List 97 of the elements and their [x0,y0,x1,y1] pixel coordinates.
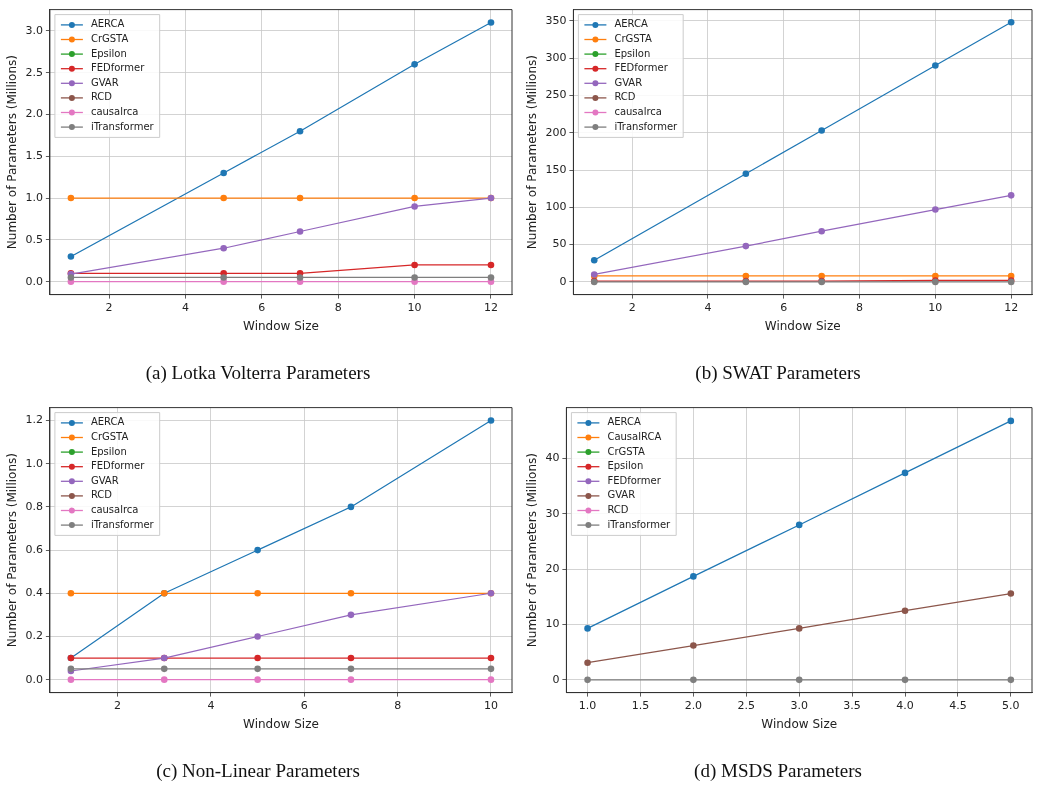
y-tick-label: 40 [545,451,560,465]
legend-label: CrGSTA [607,445,645,457]
x-tick-label: 1.0 [578,699,597,713]
legend-label: AERCA [90,416,125,428]
y-tick-label: 0.2 [25,629,43,643]
y-tick-label: 50 [552,237,567,251]
y-tick-label: 2.0 [25,107,43,121]
y-axis-title: Number of Parameters (Millions) [525,55,540,250]
legend-label: FEDformer [614,62,669,74]
y-axis-title: Number of Parameters (Millions) [5,55,20,250]
text: (a) Lotka Volterra Parameters [145,361,371,384]
legend-label: iTransformer [614,120,679,132]
legend-label: causalrca [90,106,139,118]
y-tick-label: 0.0 [25,274,43,288]
y-axis-title: Number of Parameters (Millions) [525,453,540,648]
legend-label: RCD [90,91,113,103]
x-tick-label: 2.5 [737,699,756,713]
legend-label: RCD [607,504,629,516]
legend-label: AERCA [614,18,648,30]
y-tick-label: 2.5 [25,65,43,79]
x-tick-label: 8 [334,301,342,315]
legend-label: RCD [90,489,113,501]
y-tick-label: 3.0 [25,23,43,37]
y-tick-label: 30 [545,506,560,520]
y-tick-label: 20 [545,562,560,576]
legend-label: CrGSTA [90,33,129,45]
y-tick-label: 150 [545,162,567,176]
y-tick-label: 0 [552,672,560,686]
legend-label: CrGSTA [614,33,652,45]
legend-label: iTransformer [90,518,155,530]
text: (c) Non-Linear Parameters [156,759,360,782]
text: (d) MSDS Parameters [694,759,862,782]
x-tick-label: 2 [105,301,113,315]
x-tick-label: 12 [484,301,498,315]
x-tick-label: 5.0 [1002,699,1020,713]
x-tick-label: 10 [484,699,498,713]
legend-label: Epsilon [614,47,651,59]
y-tick-label: 1.0 [25,190,43,204]
legend-label: FEDformer [90,62,146,74]
text: (b) SWAT Parameters [695,361,861,384]
legend-label: FEDformer [90,460,146,472]
x-tick-label: 3.0 [790,699,808,713]
y-tick-label: 300 [545,50,567,64]
legend-label: iTransformer [607,518,672,530]
legend-label: AERCA [90,18,125,30]
x-tick-label: 8 [856,301,864,315]
x-tick-label: 6 [258,301,266,315]
x-tick-label: 6 [300,699,308,713]
y-tick-label: 0.0 [25,672,43,686]
legend-label: RCD [614,91,636,103]
legend-label: GVAR [614,76,643,88]
legend-label: GVAR [607,489,636,501]
x-tick-label: 1.5 [631,699,650,713]
legend-label: CausalRCA [607,431,662,443]
y-tick-label: 0 [559,274,567,288]
x-tick-label: 10 [928,301,943,315]
x-tick-label: 2.0 [684,699,703,713]
x-axis-title: Window Size [243,717,319,732]
legend-label: Epsilon [607,460,644,472]
x-tick-label: 4 [704,301,712,315]
x-axis-title: Window Size [243,319,319,334]
x-tick-label: 8 [394,699,402,713]
y-tick-label: 0.5 [25,232,43,246]
legend-label: Epsilon [90,445,127,457]
x-tick-label: 3.5 [843,699,861,713]
y-tick-label: 1.5 [25,149,43,163]
y-tick-label: 1.0 [25,456,43,470]
legend-label: FEDformer [607,474,662,486]
y-axis-title: Number of Parameters (Millions) [5,453,20,648]
x-axis-title: Window Size [761,717,838,732]
x-tick-label: 12 [1004,301,1019,315]
y-tick-label: 200 [545,125,567,139]
y-tick-label: 0.6 [25,542,43,556]
x-tick-label: 2 [114,699,122,713]
y-tick-label: 350 [545,13,567,27]
y-tick-label: 0.8 [25,499,43,513]
y-tick-label: 1.2 [25,413,43,427]
legend-label: iTransformer [90,120,155,132]
x-axis-title: Window Size [764,319,841,334]
y-tick-label: 0.4 [25,586,43,600]
legend-label: GVAR [90,76,119,88]
y-tick-label: 250 [545,88,567,102]
y-tick-label: 100 [545,200,567,214]
x-tick-label: 6 [780,301,788,315]
x-tick-label: 4.0 [896,699,914,713]
legend-label: AERCA [607,416,641,428]
x-tick-label: 2 [628,301,636,315]
y-tick-label: 10 [545,617,560,631]
legend-label: causalrca [614,106,663,118]
legend-label: GVAR [90,474,119,486]
x-tick-label: 4.5 [949,699,967,713]
legend-label: causalrca [90,504,139,516]
x-tick-label: 4 [181,301,189,315]
x-tick-label: 10 [407,301,422,315]
x-tick-label: 4 [207,699,215,713]
legend-label: CrGSTA [90,431,129,443]
legend-label: Epsilon [90,47,127,59]
